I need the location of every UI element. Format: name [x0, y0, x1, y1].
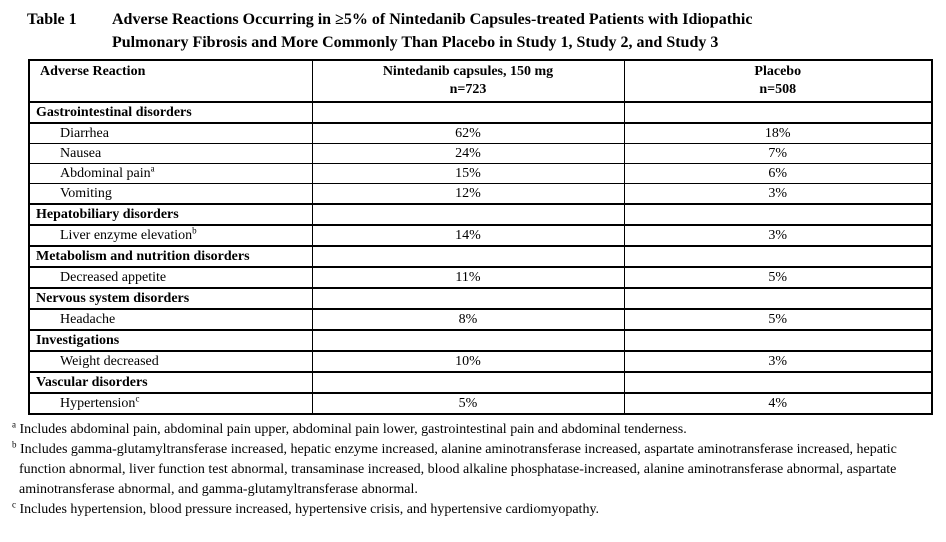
- table-header-row: Adverse Reaction Nintedanib capsules, 15…: [28, 59, 933, 103]
- placebo-value-cell: [623, 101, 933, 124]
- reaction-cell: Hepatobiliary disorders: [28, 203, 313, 226]
- header-placebo: Placebo n=508: [623, 59, 933, 103]
- reaction-cell: Diarrhea: [28, 122, 313, 144]
- reaction-cell: Decreased appetite: [28, 266, 313, 289]
- nintedanib-value-cell: 10%: [311, 350, 625, 373]
- reaction-cell: Investigations: [28, 329, 313, 352]
- footnote-marker: a: [12, 419, 16, 430]
- placebo-value-cell: 3%: [623, 224, 933, 247]
- placebo-value-cell: [623, 287, 933, 310]
- footnote-b: b Includes gamma-glutamyltransferase inc…: [12, 439, 897, 497]
- placebo-value-cell: 3%: [623, 183, 933, 205]
- reaction-cell: Nervous system disorders: [28, 287, 313, 310]
- table-row: Hypertensionc 5% 4%: [28, 392, 933, 415]
- footnote-marker: b: [12, 439, 17, 450]
- reaction-cell: Vomiting: [28, 183, 313, 205]
- nintedanib-value-cell: [311, 101, 625, 124]
- category-row: Gastrointestinal disorders: [28, 101, 933, 124]
- reaction-cell: Weight decreased: [28, 350, 313, 373]
- table-row: Weight decreased 10% 3%: [28, 350, 933, 373]
- nintedanib-value-cell: [311, 329, 625, 352]
- header-adverse-reaction: Adverse Reaction: [28, 59, 313, 103]
- placebo-value-cell: [623, 245, 933, 268]
- reaction-cell: Headache: [28, 308, 313, 331]
- table-row: Diarrhea 62% 18%: [28, 122, 933, 144]
- nintedanib-value-cell: [311, 371, 625, 394]
- category-row: Metabolism and nutrition disorders: [28, 245, 933, 268]
- table-row: Abdominal paina 15% 6%: [28, 163, 933, 184]
- table-row: Liver enzyme elevationb 14% 3%: [28, 224, 933, 247]
- table-row: Decreased appetite 11% 5%: [28, 266, 933, 289]
- category-row: Vascular disorders: [28, 371, 933, 394]
- nintedanib-value-cell: [311, 287, 625, 310]
- placebo-value-cell: 4%: [623, 392, 933, 415]
- header-placebo-n: n=508: [759, 82, 797, 97]
- reaction-cell: Metabolism and nutrition disorders: [28, 245, 313, 268]
- placebo-value-cell: [623, 203, 933, 226]
- table-caption: Table 1 Adverse Reactions Occurring in ≥…: [27, 8, 946, 54]
- nintedanib-value-cell: [311, 203, 625, 226]
- nintedanib-value-cell: 11%: [311, 266, 625, 289]
- header-nintedanib: Nintedanib capsules, 150 mg n=723: [311, 59, 625, 103]
- reaction-cell: Vascular disorders: [28, 371, 313, 394]
- category-row: Hepatobiliary disorders: [28, 203, 933, 226]
- reaction-cell: Hypertensionc: [28, 392, 313, 415]
- category-row: Nervous system disorders: [28, 287, 933, 310]
- placebo-value-cell: 3%: [623, 350, 933, 373]
- header-placebo-line1: Placebo: [754, 64, 802, 79]
- reaction-cell: Gastrointestinal disorders: [28, 101, 313, 124]
- adverse-reactions-table: Adverse Reaction Nintedanib capsules, 15…: [28, 59, 933, 415]
- header-nintedanib-n: n=723: [449, 82, 487, 97]
- table-row: Nausea 24% 7%: [28, 143, 933, 164]
- reaction-cell: Abdominal paina: [28, 163, 313, 184]
- table-caption-text: Adverse Reactions Occurring in ≥5% of Ni…: [112, 11, 753, 51]
- nintedanib-value-cell: 62%: [311, 122, 625, 144]
- placebo-value-cell: [623, 371, 933, 394]
- nintedanib-value-cell: [311, 245, 625, 268]
- table-row: Vomiting 12% 3%: [28, 183, 933, 205]
- nintedanib-value-cell: 14%: [311, 224, 625, 247]
- footnote-c: c Includes hypertension, blood pressure …: [12, 499, 600, 517]
- nintedanib-value-cell: 8%: [311, 308, 625, 331]
- footnote-marker: c: [12, 499, 16, 510]
- nintedanib-value-cell: 12%: [311, 183, 625, 205]
- footnote-a: a Includes abdominal pain, abdominal pai…: [12, 419, 687, 437]
- table-row: Headache 8% 5%: [28, 308, 933, 331]
- footnote-marker: c: [135, 393, 140, 404]
- footnotes: a Includes abdominal pain, abdominal pai…: [12, 420, 932, 520]
- table-caption-label: Table 1: [27, 11, 77, 28]
- placebo-value-cell: 6%: [623, 163, 933, 184]
- placebo-value-cell: 18%: [623, 122, 933, 144]
- nintedanib-value-cell: 24%: [311, 143, 625, 164]
- footnote-marker: a: [150, 163, 155, 174]
- placebo-value-cell: 7%: [623, 143, 933, 164]
- reaction-cell: Liver enzyme elevationb: [28, 224, 313, 247]
- placebo-value-cell: 5%: [623, 308, 933, 331]
- footnote-marker: b: [192, 225, 197, 236]
- nintedanib-value-cell: 15%: [311, 163, 625, 184]
- nintedanib-value-cell: 5%: [311, 392, 625, 415]
- header-nintedanib-line1: Nintedanib capsules, 150 mg: [382, 64, 554, 79]
- placebo-value-cell: 5%: [623, 266, 933, 289]
- category-row: Investigations: [28, 329, 933, 352]
- reaction-cell: Nausea: [28, 143, 313, 164]
- placebo-value-cell: [623, 329, 933, 352]
